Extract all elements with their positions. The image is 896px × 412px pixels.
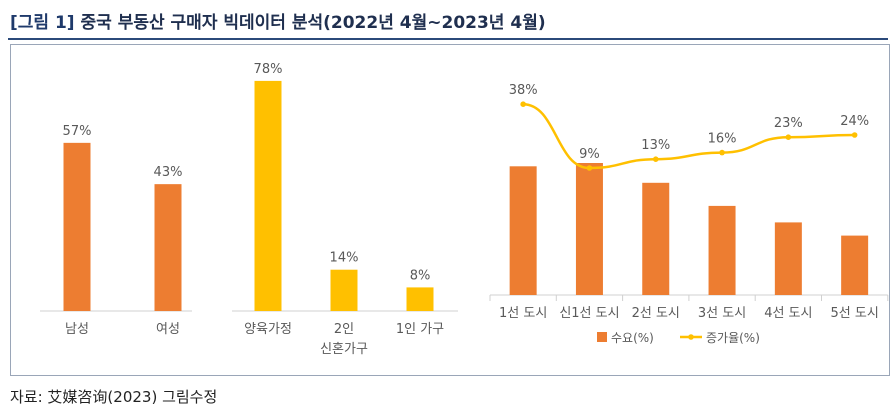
bar-demand-2	[642, 182, 670, 295]
bar-demand-4	[774, 222, 802, 295]
bar-left-2	[254, 80, 282, 312]
data-label-left-3: 14%	[330, 251, 359, 266]
legend-label-growth: 증가율(%)	[706, 331, 760, 345]
bar-left-3	[330, 269, 358, 311]
category-label-left-2: 양육가정	[244, 322, 292, 337]
growth-rate-point-0	[520, 101, 526, 107]
source-note: 자료: 艾媒咨询(2023) 그림수정	[10, 388, 218, 406]
growth-rate-label-5: 24%	[840, 114, 869, 129]
bar-demand-0	[509, 166, 537, 295]
growth-rate-label-2: 13%	[641, 138, 670, 153]
category-label-left-0: 남성	[65, 322, 89, 337]
growth-rate-point-1	[586, 165, 593, 171]
bar-demand-3	[708, 205, 736, 295]
bar-demand-1	[575, 163, 603, 295]
category-label-left-1: 여성	[156, 322, 180, 337]
growth-rate-line	[523, 102, 855, 170]
bar-demand-5	[841, 235, 869, 295]
data-label-left-0: 57%	[63, 124, 92, 139]
data-label-left-2: 78%	[254, 62, 283, 77]
growth-rate-point-3	[719, 149, 725, 156]
category-label-right-3: 3선 도시	[698, 306, 746, 321]
figure-title-text: 중국 부동산 구매자 빅데이터 분석(2022년 4월~2023년 4월)	[80, 13, 546, 33]
figure-label: [그림 1]	[10, 13, 75, 33]
data-label-left-1: 43%	[154, 165, 183, 180]
legend-label-demand: 수요(%)	[611, 331, 654, 345]
growth-rate-point-2	[652, 156, 659, 162]
growth-rate-label-3: 16%	[708, 132, 737, 147]
category-label-left-3-line1: 신혼가구	[320, 342, 368, 357]
figure-title: [그림 1] 중국 부동산 구매자 빅데이터 분석(2022년 4월~2023년…	[10, 8, 546, 33]
chart-panel	[10, 44, 890, 376]
category-label-left-4: 1인 가구	[396, 322, 444, 337]
category-label-right-2: 2선 도시	[632, 306, 680, 321]
legend-swatch-demand	[597, 332, 607, 342]
growth-rate-label-1: 9%	[579, 147, 600, 162]
category-label-right-5: 5선 도시	[831, 306, 879, 321]
bar-left-0	[63, 142, 91, 311]
growth-rate-point-5	[851, 132, 858, 138]
category-label-right-0: 1선 도시	[499, 306, 547, 321]
title-rule	[8, 38, 888, 40]
category-label-left-3: 2인	[334, 322, 354, 337]
bar-left-4	[406, 287, 434, 311]
growth-rate-label-0: 38%	[509, 83, 538, 98]
category-label-right-1: 신1선 도시	[559, 306, 619, 321]
legend-marker-growth	[688, 334, 694, 340]
data-label-left-4: 8%	[410, 268, 431, 283]
growth-rate-label-4: 23%	[774, 116, 803, 131]
bar-left-1	[154, 184, 182, 311]
category-label-right-4: 4선 도시	[764, 306, 812, 321]
right-combo-chart: 1선 도시 신1선 도시 2선 도시 3선 도시 4선 도시 5선 도시 38% 9% 13% 1…	[489, 83, 889, 345]
growth-rate-point-4	[785, 134, 792, 140]
